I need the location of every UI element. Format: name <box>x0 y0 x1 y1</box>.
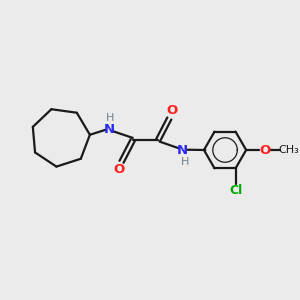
Text: H: H <box>106 113 115 123</box>
Text: N: N <box>103 123 115 136</box>
Text: O: O <box>114 163 125 176</box>
Text: CH₃: CH₃ <box>278 145 299 155</box>
Text: N: N <box>177 144 188 157</box>
Text: H: H <box>181 158 189 167</box>
Text: O: O <box>260 143 271 157</box>
Text: Cl: Cl <box>229 184 242 197</box>
Text: O: O <box>166 104 177 117</box>
